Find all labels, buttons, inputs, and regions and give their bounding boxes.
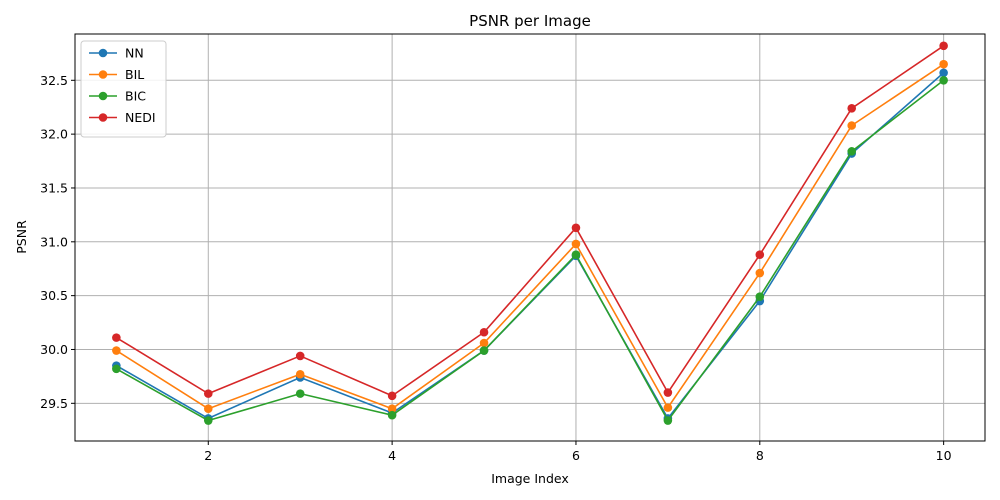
- data-point: [387, 410, 397, 420]
- data-point: [755, 250, 765, 260]
- data-point: [387, 404, 397, 413]
- data-point: [755, 292, 765, 302]
- data-point: [571, 223, 581, 233]
- x-tick-label: 6: [572, 448, 580, 463]
- data-point: [755, 268, 765, 278]
- data-point: [847, 103, 857, 113]
- legend-label: BIC: [125, 89, 146, 104]
- x-axis-title: Image Index: [491, 471, 569, 486]
- series-bic: [112, 75, 948, 425]
- data-point: [479, 327, 489, 337]
- data-point: [571, 239, 581, 249]
- legend-box: [80, 40, 167, 138]
- data-point: [663, 388, 673, 397]
- y-tick-label: 31.0: [40, 234, 68, 249]
- series-line-bil: [115, 63, 945, 410]
- data-point: [939, 68, 948, 78]
- x-tick-label: 10: [936, 448, 952, 463]
- data-point: [479, 338, 489, 348]
- data-point: [939, 41, 948, 51]
- series-nn: [112, 68, 948, 423]
- chart-title: PSNR per Image: [469, 12, 591, 30]
- data-point: [387, 391, 397, 401]
- data-point: [663, 403, 673, 412]
- data-point: [112, 364, 121, 374]
- y-tick-label: 30.5: [40, 288, 68, 303]
- series-bil: [112, 59, 948, 413]
- data-point: [939, 59, 948, 69]
- plot-area-frame: [74, 33, 986, 442]
- data-point: [847, 147, 857, 156]
- x-axis: 2 4 6 8 10: [204, 441, 952, 463]
- data-point: [847, 121, 857, 130]
- data-point: [203, 416, 213, 425]
- grid-lines: [75, 34, 985, 441]
- data-point: [295, 351, 305, 361]
- y-axis-title: PSNR: [14, 220, 29, 254]
- series-line-bic: [115, 79, 945, 422]
- series-nedi: [112, 41, 948, 401]
- legend-label: NEDI: [125, 110, 156, 125]
- y-tick-label: 32.5: [40, 73, 68, 88]
- y-tick-label: 30.0: [40, 342, 68, 357]
- legend-label: NN: [125, 46, 144, 61]
- legend-marker: [98, 48, 108, 58]
- legend-marker: [98, 91, 108, 101]
- data-point: [295, 389, 305, 398]
- series-line-nedi: [115, 45, 945, 397]
- data-point: [939, 75, 948, 85]
- y-axis: 29.5 30.0 30.5 31.0 31.5 32.0 32.5: [40, 73, 75, 411]
- series-layer: [112, 41, 948, 425]
- series-line-nn: [115, 72, 945, 420]
- legend-marker: [98, 70, 108, 79]
- data-point: [479, 346, 489, 355]
- x-tick-label: 8: [756, 448, 764, 463]
- data-point: [571, 250, 581, 260]
- x-tick-label: 2: [204, 448, 212, 463]
- legend-label: BIL: [125, 67, 144, 82]
- data-point: [203, 404, 213, 413]
- data-point: [663, 416, 673, 425]
- y-tick-label: 31.5: [40, 180, 68, 195]
- data-point: [295, 369, 305, 379]
- x-tick-label: 4: [388, 448, 396, 463]
- y-tick-label: 32.0: [40, 127, 68, 142]
- data-point: [112, 346, 121, 355]
- y-tick-label: 29.5: [40, 396, 68, 411]
- data-point: [112, 333, 121, 342]
- legend: NN BIL BIC NEDI: [80, 40, 167, 138]
- data-point: [203, 389, 213, 398]
- legend-marker: [98, 113, 108, 122]
